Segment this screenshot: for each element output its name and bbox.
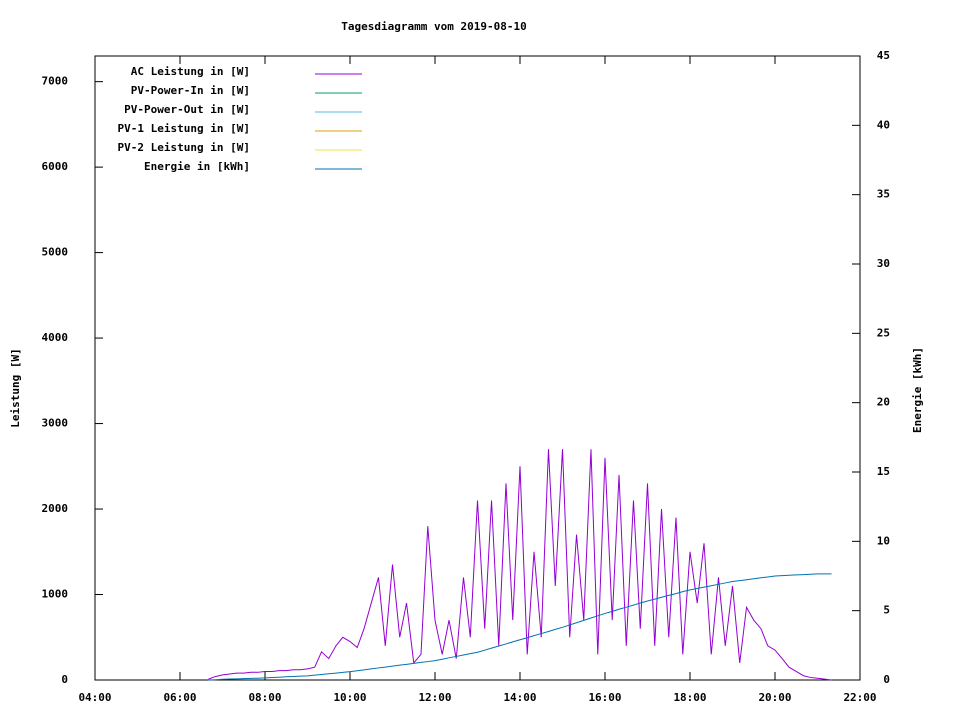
y-tick-label: 2000	[42, 502, 69, 515]
plot-border	[94, 55, 861, 681]
x-tick-label: 22:00	[843, 691, 876, 704]
x-tick-label: 04:00	[78, 691, 111, 704]
y2-tick-label: 5	[883, 604, 890, 617]
y-tick-label: 6000	[42, 160, 69, 173]
legend-label: PV-Power-Out in [W]	[124, 103, 250, 116]
legend-label: PV-2 Leistung in [W]	[118, 141, 250, 154]
y2-tick-label: 15	[877, 465, 890, 478]
x-tick-label: 18:00	[673, 691, 706, 704]
y2-tick-label: 10	[877, 534, 890, 547]
x-tick-label: 14:00	[503, 691, 536, 704]
y2-tick-label: 0	[883, 673, 890, 686]
y-tick-label: 4000	[42, 331, 69, 344]
y2-tick-label: 45	[877, 49, 890, 62]
y-axis-label: Leistung [W]	[9, 348, 22, 427]
y2-tick-label: 40	[877, 118, 890, 131]
y-tick-label: 3000	[42, 417, 69, 430]
legend-label: AC Leistung in [W]	[131, 65, 250, 78]
y2-axis-label: Energie [kWh]	[911, 347, 924, 433]
x-tick-label: 10:00	[333, 691, 366, 704]
y2-tick-label: 30	[877, 257, 890, 270]
y-tick-label: 7000	[42, 75, 69, 88]
y2-tick-label: 25	[877, 326, 890, 339]
y-tick-label: 5000	[42, 246, 69, 259]
legend-label: PV-Power-In in [W]	[131, 84, 250, 97]
legend-label: Energie in [kWh]	[144, 160, 250, 173]
chart-title: Tagesdiagramm vom 2019-08-10	[341, 20, 526, 33]
y2-tick-label: 35	[877, 188, 890, 201]
x-tick-label: 08:00	[248, 691, 281, 704]
y2-tick-label: 20	[877, 396, 890, 409]
series-line	[208, 573, 832, 681]
x-tick-label: 06:00	[163, 691, 196, 704]
y-tick-label: 1000	[42, 588, 69, 601]
y-tick-label: 0	[61, 673, 68, 686]
x-tick-label: 16:00	[588, 691, 621, 704]
series-line	[208, 449, 832, 681]
x-tick-label: 12:00	[418, 691, 451, 704]
legend-label: PV-1 Leistung in [W]	[118, 122, 250, 135]
x-tick-label: 20:00	[758, 691, 791, 704]
